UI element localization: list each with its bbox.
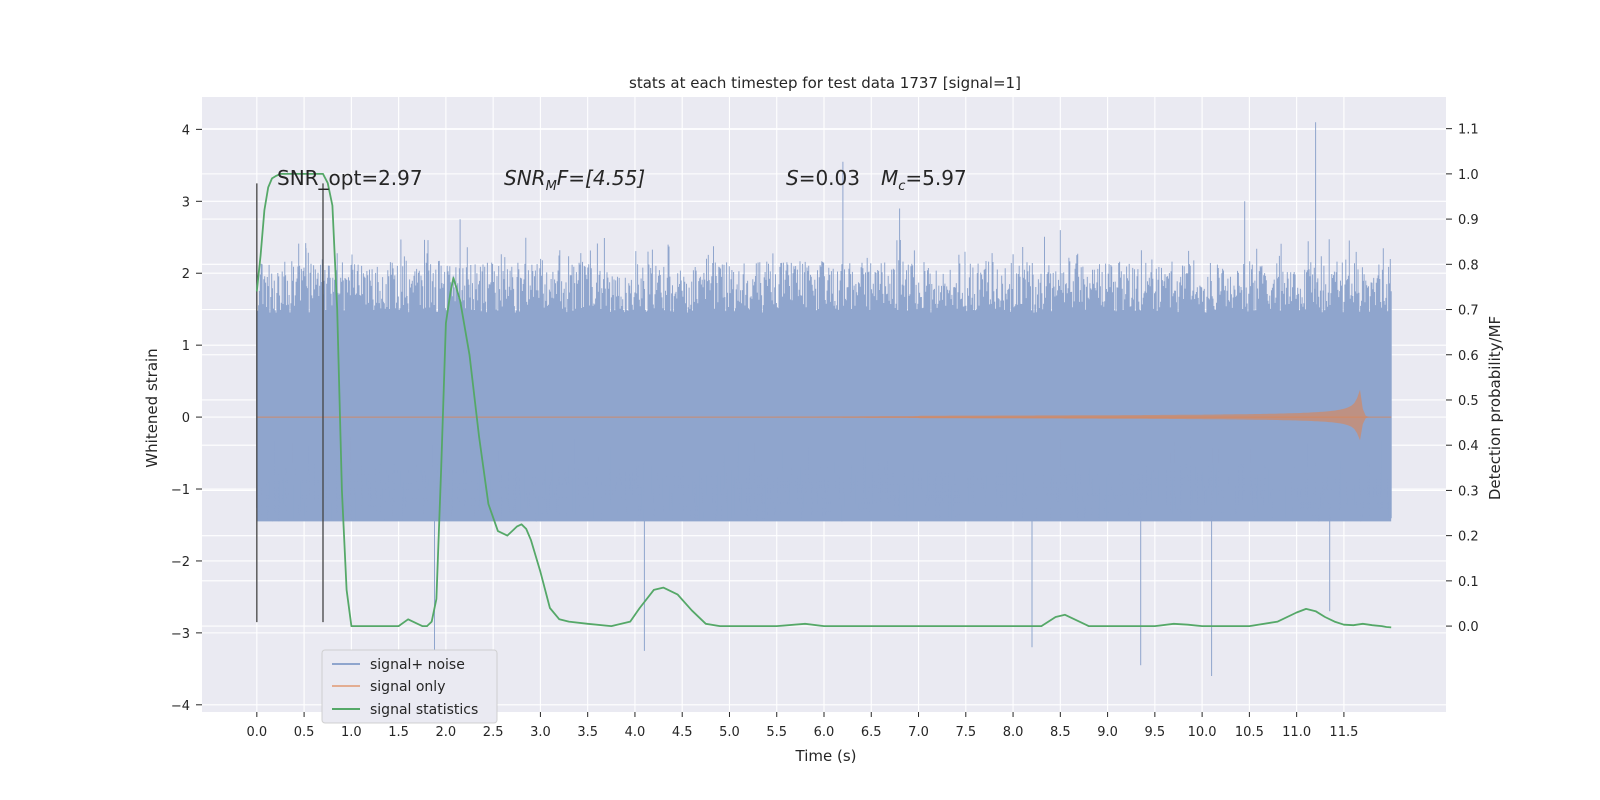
x-tick-label: 11.5 [1329, 725, 1358, 740]
x-tick-label: 1.0 [341, 725, 362, 740]
annotation-mc-sub: c [898, 179, 905, 194]
x-tick-label: 9.0 [1097, 725, 1118, 740]
annotation-snr-mf-sub: M [546, 179, 557, 194]
x-axis-ticks: 0.0 0.5 1.0 1.5 2.0 2.5 3.0 3.5 4.0 4.5 5.0 5.5 6.0 6… [246, 712, 1358, 740]
y2-tick-label: 0.6 [1458, 349, 1479, 364]
statistics-line [255, 173, 1392, 629]
y2-tick-label: 0.8 [1458, 258, 1479, 273]
annotation-s-value: =0.03 [799, 166, 860, 190]
vertical-markers [256, 183, 324, 623]
annotation-s-label: S [786, 166, 799, 190]
x-tick-label: 10.5 [1235, 725, 1264, 740]
y2-tick-label: 0.7 [1458, 304, 1479, 319]
annotation-snr-opt: SNR_opt=2.97 [277, 166, 423, 190]
x-tick-label: 10.0 [1188, 725, 1217, 740]
legend-label-signal-only: signal only [370, 679, 445, 695]
y-tick-label: −2 [171, 555, 190, 570]
x-tick-label: 5.5 [766, 725, 787, 740]
y2-tick-label: 0.2 [1458, 530, 1479, 545]
y2-tick-label: 0.1 [1458, 575, 1479, 590]
x-tick-label: 5.0 [719, 725, 740, 740]
y-tick-label: 1 [182, 339, 190, 354]
x-tick-label: 11.0 [1282, 725, 1311, 740]
y2-axis-label: Detection probability/MF [1486, 316, 1504, 500]
y-axis-ticks: 4 3 2 1 0 −1 −2 −3 −4 [171, 123, 202, 714]
annotation-mc-label: M [881, 166, 898, 190]
legend-label-signal-plus-noise: signal+ noise [370, 657, 465, 673]
x-tick-label: 6.0 [814, 725, 835, 740]
y-tick-label: 0 [182, 411, 190, 426]
x-tick-label: 8.5 [1050, 725, 1071, 740]
series-signal-statistics [255, 173, 1392, 629]
annotation-s: S=0.03 [786, 166, 860, 190]
x-tick-label: 6.5 [861, 725, 882, 740]
y2-tick-label: 0.3 [1458, 484, 1479, 499]
y2-tick-label: 1.1 [1458, 123, 1479, 138]
x-tick-label: 7.0 [908, 725, 929, 740]
y-axis-label: Whitened strain [143, 348, 161, 467]
legend-box [321, 649, 498, 724]
legend-label-signal-statistics: signal statistics [370, 702, 478, 718]
x-tick-label: 4.0 [625, 725, 646, 740]
annotation-snr-mf-rest: F=[4.55] [557, 166, 645, 190]
x-tick-label: 9.5 [1145, 725, 1166, 740]
y2-axis-ticks: 1.1 1.0 0.9 0.8 0.7 0.6 0.5 0.4 0.3 0.2 0.1 0.0 [1446, 123, 1479, 635]
x-tick-label: 4.5 [672, 725, 693, 740]
annotation-mc-value: =5.97 [905, 166, 966, 190]
x-tick-label: 7.5 [955, 725, 976, 740]
y-tick-label: −4 [171, 699, 190, 714]
y2-tick-label: 0.0 [1458, 620, 1479, 635]
x-tick-label: 0.5 [294, 725, 315, 740]
x-tick-label: 1.5 [388, 725, 409, 740]
y-tick-label: −3 [171, 627, 190, 642]
x-tick-label: 0.0 [246, 725, 267, 740]
y-tick-label: 3 [182, 195, 190, 210]
legend: signal+ noise signal only signal statist… [321, 649, 498, 724]
x-tick-label: 3.5 [577, 725, 598, 740]
y2-tick-label: 0.5 [1458, 394, 1479, 409]
annotation-snr-mf-base: SNR [504, 166, 546, 190]
y2-tick-label: 1.0 [1458, 168, 1479, 183]
y2-tick-label: 0.9 [1458, 213, 1479, 228]
series-signal-only [256, 389, 1392, 441]
annotation-mc: Mc=5.97 [881, 166, 967, 194]
x-tick-label: 2.5 [483, 725, 504, 740]
x-tick-label: 8.0 [1003, 725, 1024, 740]
y-tick-label: 2 [182, 267, 190, 282]
x-axis-label: Time (s) [795, 747, 857, 765]
chirp-envelope [256, 389, 1392, 441]
y-tick-label: 4 [182, 123, 190, 138]
x-tick-label: 3.0 [530, 725, 551, 740]
annotation-snr-mf: SNRMF=[4.55] [504, 166, 645, 194]
y-tick-label: −1 [171, 483, 190, 498]
y2-tick-label: 0.4 [1458, 439, 1479, 454]
chart-title: stats at each timestep for test data 173… [629, 74, 1021, 92]
x-tick-label: 2.0 [436, 725, 457, 740]
